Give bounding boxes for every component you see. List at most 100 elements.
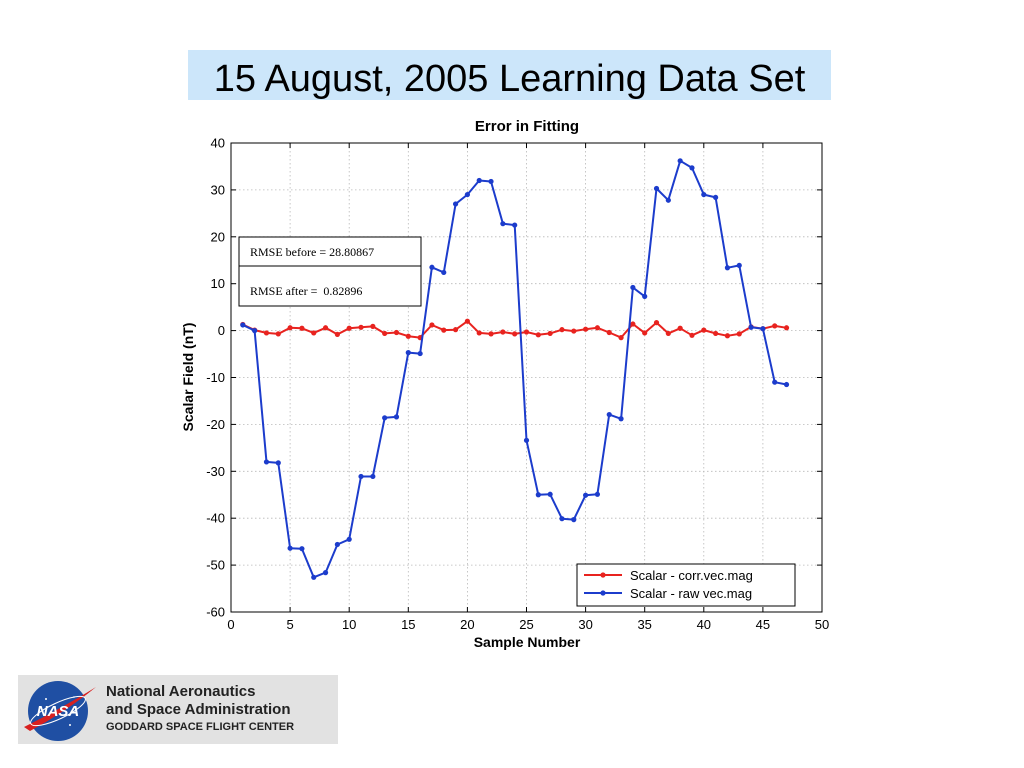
y-tick-label: 40 — [211, 136, 225, 151]
slide-title: 15 August, 2005 Learning Data Set — [188, 50, 831, 100]
data-point — [583, 492, 589, 498]
data-point — [275, 331, 281, 337]
data-point — [653, 185, 660, 192]
data-point — [488, 178, 494, 185]
data-point — [630, 321, 636, 327]
data-point — [358, 473, 364, 480]
data-point — [441, 269, 447, 276]
rmse-after-label: RMSE after = 0.82896 — [250, 284, 362, 298]
data-point — [713, 194, 719, 201]
data-point — [512, 222, 518, 228]
data-point — [370, 323, 376, 329]
data-point — [523, 437, 530, 443]
data-point — [512, 331, 518, 337]
x-tick-label: 15 — [401, 617, 415, 632]
data-point — [452, 201, 459, 207]
x-tick-label: 50 — [815, 617, 829, 632]
data-point — [417, 350, 423, 357]
x-tick-label: 40 — [697, 617, 711, 632]
data-point — [642, 293, 648, 299]
data-point — [713, 330, 719, 337]
series-corr-vec-mag — [240, 318, 790, 341]
data-point — [476, 330, 482, 336]
axis-ticks: 0 5 10 15 20 25 30 35 40 45 50 -60 -50 -40 -30 -20 -10 0 1… — [206, 136, 829, 633]
data-point — [488, 331, 494, 337]
data-point — [429, 264, 435, 270]
series-layer — [240, 158, 790, 580]
data-point — [689, 165, 695, 171]
data-point — [500, 221, 506, 227]
data-point — [594, 325, 601, 331]
data-point — [736, 262, 742, 269]
data-point — [571, 328, 577, 334]
data-point — [689, 332, 695, 338]
data-point — [287, 325, 293, 331]
y-tick-label: -60 — [206, 605, 225, 620]
rmse-annotation-box: RMSE before = 28.80867 RMSE after = 0.82… — [238, 236, 422, 307]
data-point — [677, 325, 683, 331]
data-point — [606, 329, 612, 336]
data-point — [358, 324, 364, 330]
data-point — [429, 322, 435, 328]
y-tick-label: -30 — [206, 464, 225, 479]
logo-line-2: and Space Administration — [106, 701, 291, 718]
data-point — [500, 329, 506, 335]
x-tick-label: 30 — [578, 617, 592, 632]
chart-title: Error in Fitting — [475, 118, 579, 135]
x-tick-label: 45 — [756, 617, 770, 632]
data-point — [547, 491, 553, 497]
data-point — [748, 324, 754, 330]
data-point — [606, 411, 612, 418]
data-point — [583, 326, 589, 332]
data-point — [322, 570, 329, 576]
data-point — [618, 416, 624, 422]
nasa-badge-text: NASA — [37, 703, 80, 720]
y-tick-label: -50 — [206, 558, 225, 573]
data-point — [346, 536, 352, 542]
data-point — [382, 330, 388, 337]
data-point — [464, 191, 470, 198]
x-tick-label: 5 — [286, 617, 293, 632]
data-point — [701, 327, 707, 333]
data-point — [653, 320, 660, 326]
series-raw-vec-mag — [240, 158, 790, 580]
data-point — [665, 330, 671, 337]
data-point — [441, 327, 447, 333]
data-point — [559, 516, 565, 522]
data-point — [783, 381, 790, 388]
y-axis-label: Scalar Field (nT) — [180, 323, 196, 432]
y-tick-label: 0 — [218, 323, 225, 338]
x-tick-label: 20 — [460, 617, 474, 632]
x-axis-label: Sample Number — [474, 634, 581, 650]
data-point — [594, 491, 601, 497]
x-tick-label: 0 — [227, 617, 234, 632]
data-point — [760, 326, 766, 332]
data-point — [618, 335, 624, 341]
y-tick-label: 30 — [211, 182, 225, 197]
data-point — [370, 473, 376, 480]
data-point — [783, 325, 790, 331]
data-point — [240, 322, 246, 328]
data-point — [346, 325, 352, 331]
data-point — [322, 325, 329, 331]
data-point — [405, 350, 411, 356]
data-point — [724, 265, 731, 271]
data-point — [535, 332, 541, 338]
data-point — [334, 331, 340, 337]
data-point — [535, 492, 541, 498]
data-point — [393, 414, 400, 420]
data-point — [299, 325, 305, 331]
data-point — [311, 574, 317, 580]
data-point — [275, 460, 281, 466]
data-point — [724, 333, 731, 339]
data-point — [287, 545, 293, 551]
nasa-meatball-icon: NASA — [24, 681, 96, 741]
logo-line-3: GODDARD SPACE FLIGHT CENTER — [106, 721, 295, 733]
data-point — [677, 158, 683, 164]
y-tick-label: 10 — [211, 276, 225, 291]
data-point — [772, 379, 778, 385]
rmse-before-label: RMSE before = 28.80867 — [250, 245, 374, 259]
data-point — [311, 330, 317, 336]
y-tick-label: -10 — [206, 370, 225, 385]
